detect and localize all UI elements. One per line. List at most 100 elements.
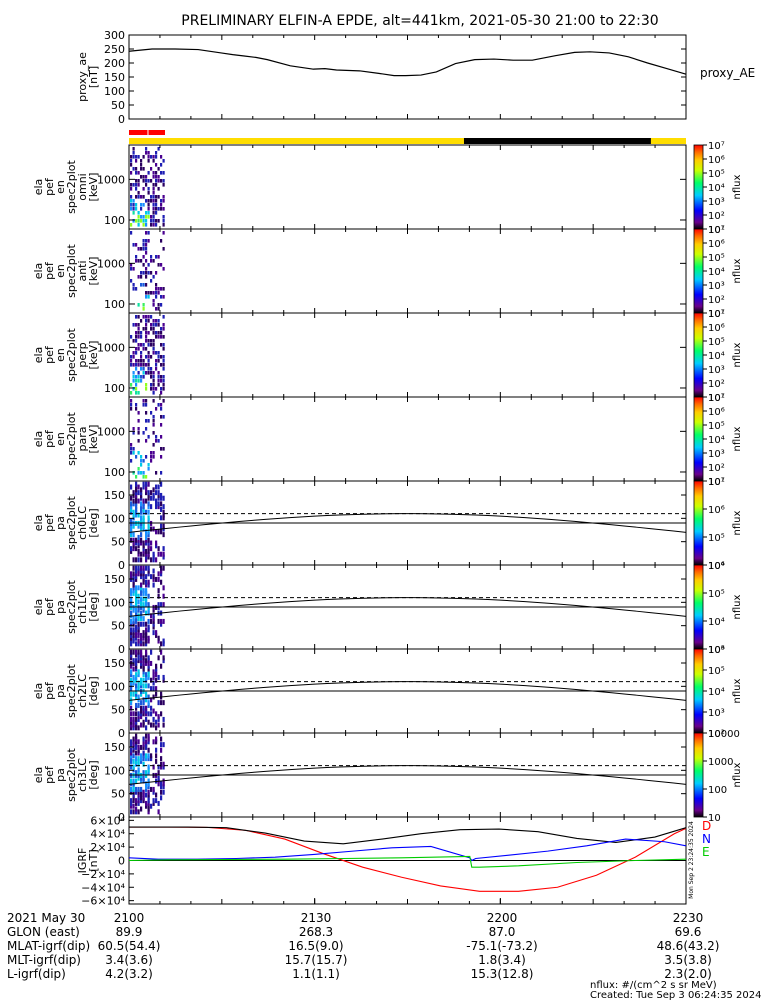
heatmap-cell: [132, 490, 135, 496]
heatmap-cell: [130, 638, 133, 644]
heatmap-cell: [140, 343, 143, 347]
heatmap-cell: [160, 455, 163, 459]
heatmap-cell: [157, 351, 160, 355]
heatmap-cell: [145, 219, 148, 223]
heatmap-cell: [157, 593, 160, 599]
heatmap-cell: [135, 255, 138, 259]
heatmap-cell: [132, 155, 135, 159]
heatmap-cell: [147, 343, 150, 347]
heatmap-cell: [137, 627, 140, 633]
heatmap-cell: [130, 571, 133, 577]
heatmap-cell: [137, 571, 140, 577]
heatmap-cell: [162, 223, 165, 227]
heatmap-cell: [132, 532, 135, 538]
heatmap-cell: [150, 343, 153, 347]
heatmap-cell: [145, 427, 148, 431]
igrf-ylabel: IGRF: [76, 848, 89, 874]
heatmap-cell: [135, 733, 138, 739]
heatmap-cell: [130, 199, 133, 203]
igrf-ylabel: [nT]: [87, 849, 100, 871]
heatmap-cell: [142, 509, 145, 515]
pa_ch0-ytick-label: 150: [104, 489, 125, 502]
heatmap-cell: [142, 711, 145, 717]
heatmap-cell: [137, 431, 140, 435]
heatmap-cell: [155, 163, 158, 167]
heatmap-cell: [160, 649, 163, 655]
heatmap-cell: [152, 419, 155, 423]
heatmap-cell: [132, 803, 135, 809]
heatmap-cell: [135, 590, 138, 596]
heatmap-cell: [145, 781, 148, 787]
heatmap-cell: [135, 691, 138, 697]
pa_ch3-ytick-label: 150: [104, 741, 125, 754]
heatmap-cell: [137, 744, 140, 750]
heatmap-cell: [155, 155, 158, 159]
heatmap-cell: [147, 694, 150, 700]
heatmap-cell: [155, 171, 158, 175]
heatmap-cell: [147, 747, 150, 753]
heatmap-cell: [140, 363, 143, 367]
heatmap-cell: [137, 652, 140, 658]
heatmap-cell: [142, 175, 145, 179]
heatmap-cell: [137, 551, 140, 557]
heatmap-cell: [140, 379, 143, 383]
heatmap-cell: [135, 287, 138, 291]
heatmap-cell: [152, 557, 155, 563]
heatmap-cell: [142, 484, 145, 490]
heatmap-cell: [152, 327, 155, 331]
heatmap-cell: [140, 526, 143, 532]
heatmap-cell: [160, 565, 163, 571]
heatmap-cell: [142, 607, 145, 613]
heatmap-cell: [142, 666, 145, 672]
heatmap-cell: [135, 495, 138, 501]
heatmap-cell: [137, 585, 140, 591]
heatmap-cell: [152, 582, 155, 588]
heatmap-cell: [130, 155, 133, 159]
heatmap-cell: [155, 504, 158, 510]
heatmap-cell: [130, 399, 133, 403]
heatmap-cell: [145, 231, 148, 235]
heatmap-cell: [142, 798, 145, 804]
heatmap-cell: [152, 259, 155, 263]
heatmap-cell: [145, 179, 148, 183]
heatmap-cell: [152, 191, 155, 195]
heatmap-cell: [132, 565, 135, 571]
heatmap-cell: [150, 803, 153, 809]
heatmap-cell: [160, 295, 163, 299]
heatmap-cell: [152, 764, 155, 770]
pa_ch3-heatmap: [130, 733, 165, 815]
ephemeris-value: 4.2(3.2): [105, 967, 153, 981]
spec_omni-colorbar-tick-label: 10⁷: [708, 141, 725, 152]
heatmap-cell: [147, 187, 150, 191]
heatmap-cell: [147, 739, 150, 745]
heatmap-cell: [152, 669, 155, 675]
heatmap-cell: [130, 459, 133, 463]
spec_omni-ylabel: [keV]: [87, 173, 100, 202]
heatmap-cell: [140, 792, 143, 798]
heatmap-cell: [142, 655, 145, 661]
heatmap-cell: [140, 506, 143, 512]
heatmap-cell: [135, 588, 138, 594]
pa_ch1-ytick-label: 50: [111, 620, 125, 633]
heatmap-cell: [145, 215, 148, 219]
heatmap-cell: [147, 518, 150, 524]
heatmap-cell: [147, 554, 150, 560]
spec_perp-ylabel: ela: [32, 347, 45, 364]
heatmap-cell: [130, 231, 133, 235]
heatmap-cell: [145, 660, 148, 666]
spec_anti-colorbar-tick-label: 10⁴: [708, 267, 725, 278]
heatmap-cell: [140, 795, 143, 801]
heatmap-cell: [157, 355, 160, 359]
heatmap-cell: [137, 155, 140, 159]
heatmap-cell: [135, 195, 138, 199]
heatmap-cell: [140, 283, 143, 287]
heatmap-cell: [147, 529, 150, 535]
heatmap-cell: [137, 775, 140, 781]
heatmap-cell: [155, 183, 158, 187]
heatmap-cell: [155, 632, 158, 638]
heatmap-cell: [132, 649, 135, 655]
heatmap-cell: [152, 487, 155, 493]
heatmap-cell: [137, 767, 140, 773]
heatmap-cell: [130, 753, 133, 759]
heatmap-cell: [160, 471, 163, 475]
